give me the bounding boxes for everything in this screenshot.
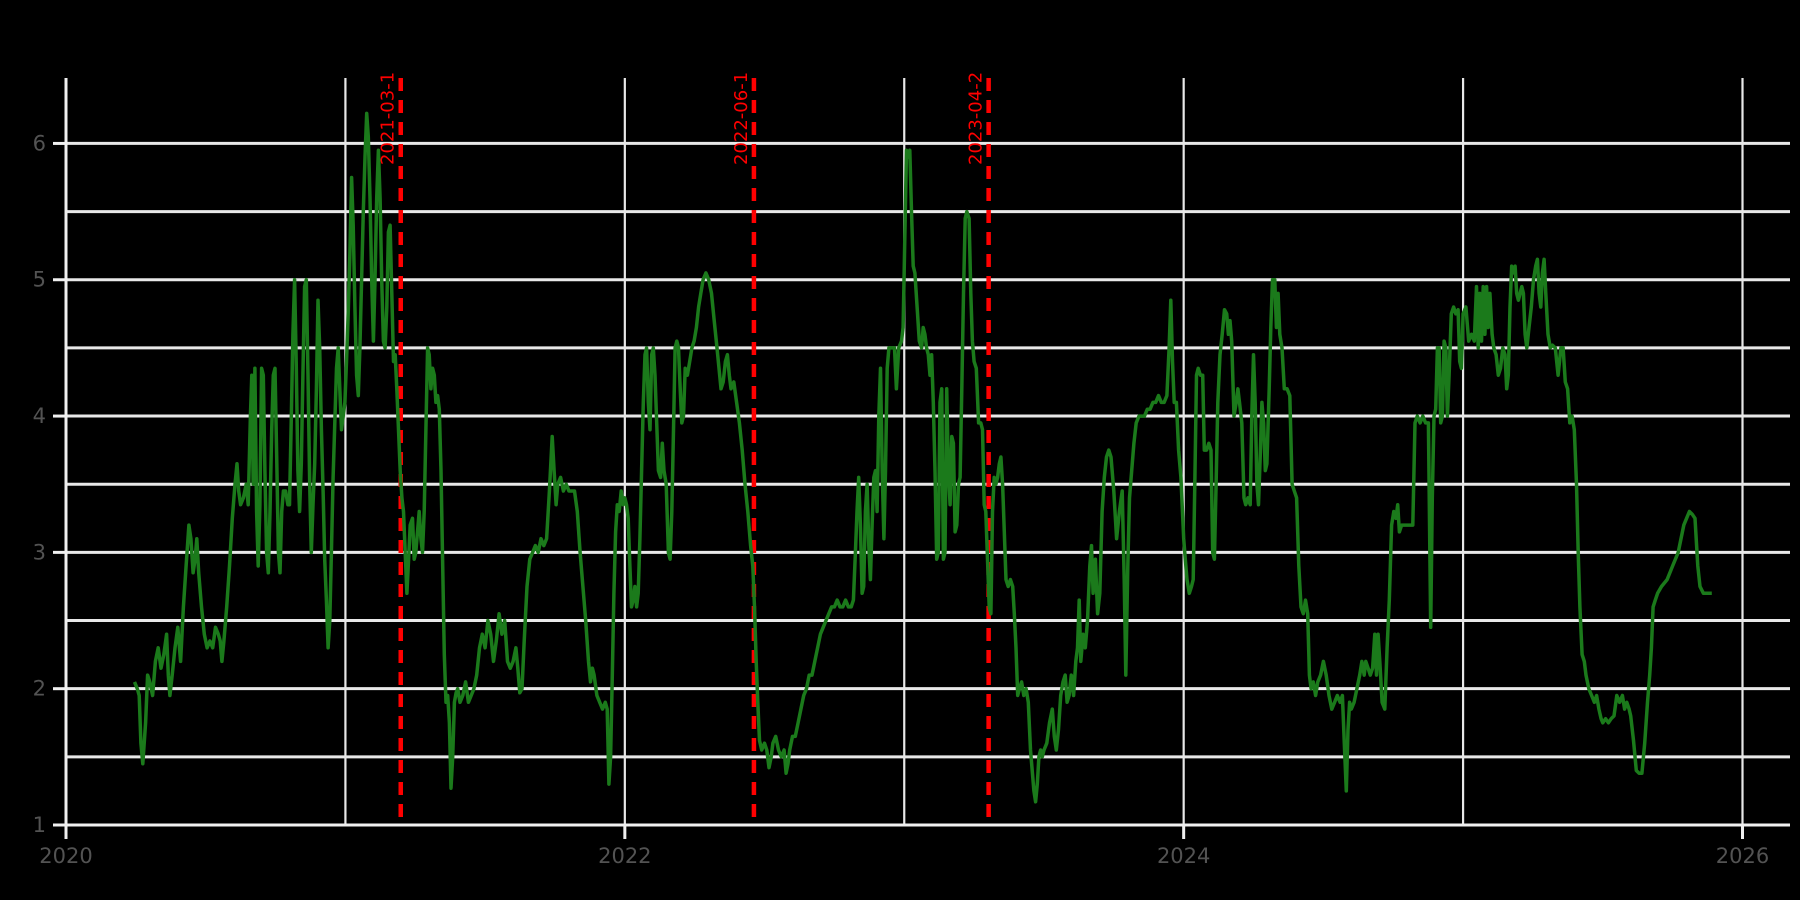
x-tick-label: 2026 — [1716, 844, 1769, 868]
y-tick-label: 3 — [33, 540, 46, 564]
event-vline-label: 2021-03-1 — [378, 72, 399, 165]
x-tick-label: 2020 — [39, 844, 92, 868]
y-tick-label: 4 — [33, 404, 46, 428]
event-vline-label: 2023-04-2 — [966, 72, 987, 165]
y-tick-label: 6 — [33, 131, 46, 155]
x-tick-label: 2022 — [598, 844, 651, 868]
y-tick-label: 5 — [33, 268, 46, 292]
event-vline-label: 2022-06-1 — [731, 72, 752, 165]
y-tick-label: 2 — [33, 677, 46, 701]
series-line — [132, 111, 1712, 804]
y-tick-label: 1 — [33, 813, 46, 837]
x-tick-label: 2024 — [1157, 844, 1210, 868]
